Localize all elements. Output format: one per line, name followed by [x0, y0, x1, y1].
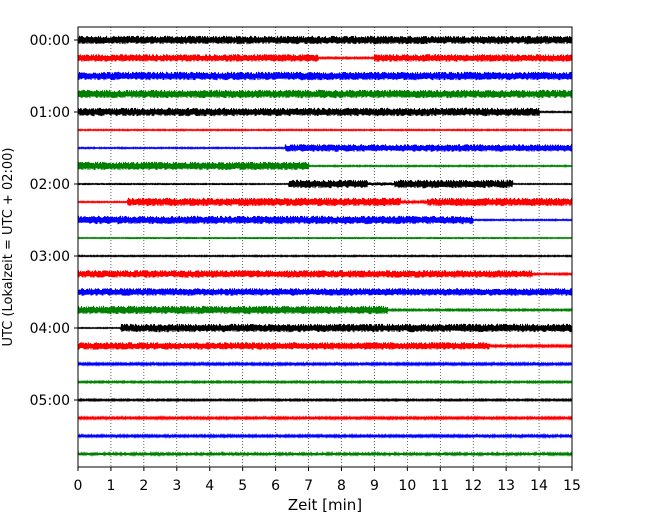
- trace-line: [77, 54, 573, 62]
- trace-line: [77, 144, 573, 152]
- trace-line: [77, 161, 573, 171]
- trace-line: [77, 323, 573, 333]
- y-tick-label: 05:00: [30, 393, 70, 409]
- x-tick-label: 7: [304, 478, 313, 494]
- trace-line: [77, 379, 573, 385]
- trace-line: [77, 450, 573, 458]
- trace-line: [77, 107, 573, 117]
- x-tick-label: 2: [139, 478, 148, 494]
- plot-frame: [77, 26, 573, 468]
- x-axis-label: Zeit [min]: [288, 496, 362, 514]
- trace-line: [77, 197, 573, 207]
- x-tick-label: 0: [74, 478, 83, 494]
- grid-lines: [110, 27, 540, 467]
- trace-line: [77, 128, 573, 132]
- x-tick-label: 4: [205, 478, 214, 494]
- y-tick-label: 04:00: [30, 321, 70, 337]
- x-tick-label: 6: [271, 478, 280, 494]
- trace-line: [77, 35, 573, 45]
- x-tick-label: 12: [464, 478, 482, 494]
- y-tick-label: 03:00: [30, 249, 70, 265]
- x-tick-label: 1: [106, 478, 115, 494]
- trace-line: [77, 270, 573, 278]
- seismic-traces: [77, 35, 573, 458]
- x-tick-label: 3: [172, 478, 181, 494]
- trace-line: [77, 71, 573, 81]
- x-tick-label: 8: [337, 478, 346, 494]
- trace-line: [77, 179, 573, 189]
- trace-line: [77, 89, 573, 99]
- x-tick-label: 5: [238, 478, 247, 494]
- trace-line: [77, 432, 573, 440]
- trace-line: [77, 342, 573, 350]
- trace-line: [77, 305, 573, 315]
- x-tick-label: 10: [398, 478, 416, 494]
- x-tick-label: 14: [530, 478, 548, 494]
- trace-line: [77, 254, 573, 258]
- y-tick-label: 02:00: [30, 177, 70, 193]
- trace-line: [77, 414, 573, 422]
- x-tick-label: 9: [370, 478, 379, 494]
- trace-line: [77, 215, 573, 225]
- y-axis-label: UTC (Lokalzeit = UTC + 02:00): [1, 148, 16, 347]
- y-tick-label: 01:00: [30, 105, 70, 121]
- y-tick-label: 00:00: [30, 33, 70, 49]
- x-tick-label: 11: [431, 478, 449, 494]
- x-tick-label: 15: [563, 478, 581, 494]
- x-tick-label: 13: [497, 478, 515, 494]
- trace-line: [77, 397, 573, 403]
- y-axis-ticks: 00:00 01:00 02:00 03:00 04:00 05:00: [30, 33, 78, 409]
- trace-line: [77, 288, 573, 296]
- x-axis-ticks: 0 1 2 3 4 5 6 7 8 9 10 11 12 13 14 15: [74, 467, 581, 494]
- trace-line: [77, 360, 573, 368]
- trace-line: [77, 236, 573, 240]
